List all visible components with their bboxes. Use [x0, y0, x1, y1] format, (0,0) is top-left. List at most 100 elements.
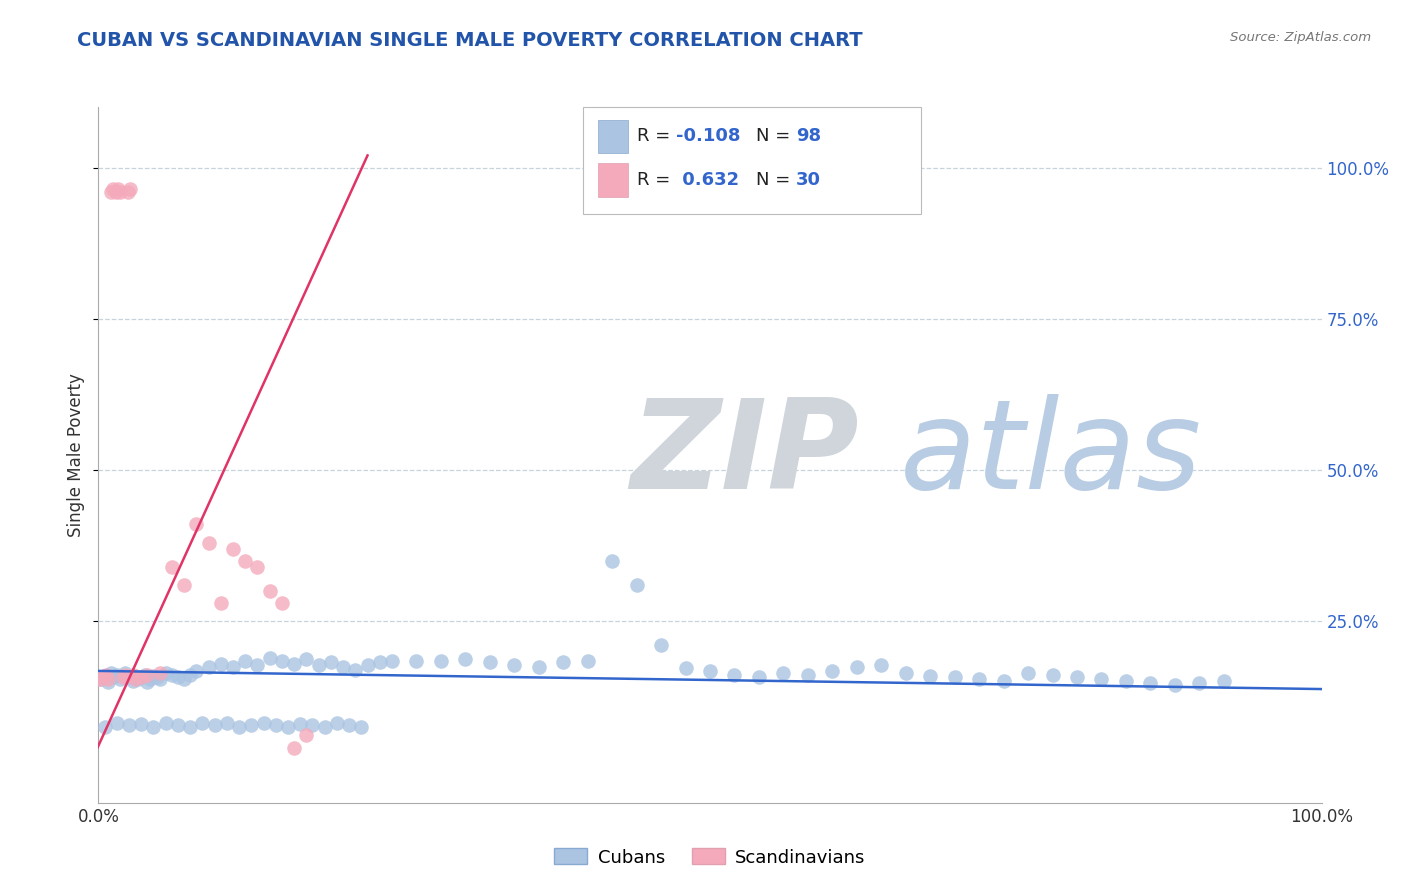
Point [943, 670, 966, 684]
Point [1188, 676, 1211, 690]
Point [136, 674, 159, 689]
Point [129, 670, 152, 684]
Text: R =: R = [637, 171, 676, 189]
Point [314, 720, 336, 734]
Point [350, 720, 373, 734]
Point [290, 717, 312, 731]
Point [121, 673, 143, 688]
Point [110, 185, 132, 199]
Point [1090, 672, 1112, 686]
Point [121, 667, 143, 681]
Point [246, 657, 269, 672]
Point [319, 656, 342, 670]
Text: N =: N = [756, 171, 796, 189]
Point [344, 663, 367, 677]
Point [252, 715, 274, 730]
Point [197, 535, 219, 549]
Text: -0.108: -0.108 [676, 128, 741, 145]
Point [149, 672, 172, 686]
Text: 0.632: 0.632 [676, 171, 740, 189]
Point [142, 720, 165, 734]
Point [1115, 673, 1137, 688]
Point [209, 596, 232, 610]
Point [675, 661, 697, 675]
Point [967, 672, 990, 686]
Point [295, 652, 318, 666]
Text: CUBAN VS SCANDINAVIAN SINGLE MALE POVERTY CORRELATION CHART: CUBAN VS SCANDINAVIAN SINGLE MALE POVERT… [77, 31, 863, 50]
Point [94, 667, 117, 681]
Text: N =: N = [756, 128, 796, 145]
Text: R =: R = [637, 128, 676, 145]
Point [1042, 667, 1064, 681]
Point [124, 672, 146, 686]
Point [222, 659, 245, 673]
Point [114, 667, 136, 681]
Point [110, 672, 132, 686]
Text: 30: 30 [796, 171, 821, 189]
Point [160, 559, 183, 574]
Point [93, 669, 115, 683]
Point [332, 659, 354, 673]
Point [129, 717, 152, 731]
Point [160, 667, 183, 681]
Point [326, 715, 349, 730]
Legend: Cubans, Scandinavians: Cubans, Scandinavians [547, 841, 873, 874]
Point [233, 654, 256, 668]
Point [240, 718, 263, 732]
Point [90, 672, 112, 686]
Point [626, 578, 648, 592]
Text: ZIP: ZIP [630, 394, 859, 516]
Point [259, 584, 281, 599]
Point [1164, 678, 1187, 692]
Point [228, 720, 250, 734]
Point [124, 669, 146, 683]
Point [233, 554, 256, 568]
Point [105, 667, 128, 681]
Point [100, 185, 122, 199]
Point [101, 182, 124, 196]
Y-axis label: Single Male Poverty: Single Male Poverty [67, 373, 86, 537]
Point [308, 657, 330, 672]
Point [111, 669, 134, 683]
Point [129, 670, 152, 684]
Point [295, 728, 318, 742]
Point [215, 715, 238, 730]
Point [430, 654, 453, 668]
Point [139, 672, 162, 686]
Point [270, 654, 294, 668]
Point [111, 670, 134, 684]
Point [553, 656, 575, 670]
Point [179, 667, 201, 681]
Point [723, 667, 745, 681]
Point [246, 559, 269, 574]
Point [186, 664, 208, 678]
Point [301, 718, 323, 732]
Point [101, 670, 124, 684]
Point [478, 656, 501, 670]
Point [191, 715, 214, 730]
Point [186, 517, 208, 532]
Point [107, 182, 129, 196]
Point [93, 720, 115, 734]
Point [405, 654, 427, 668]
Point [283, 657, 305, 671]
Point [118, 670, 141, 684]
Point [104, 185, 127, 199]
Point [748, 670, 770, 684]
Point [270, 596, 294, 610]
Point [356, 657, 378, 672]
Point [894, 665, 917, 680]
Point [797, 667, 820, 681]
Point [120, 182, 142, 196]
Point [337, 718, 360, 732]
Point [368, 656, 391, 670]
Point [173, 672, 195, 686]
Point [97, 672, 120, 686]
Point [117, 185, 139, 199]
Text: 98: 98 [796, 128, 821, 145]
Point [527, 659, 550, 673]
Point [100, 665, 122, 680]
Point [118, 718, 141, 732]
Point [699, 664, 721, 678]
Point [821, 664, 844, 678]
